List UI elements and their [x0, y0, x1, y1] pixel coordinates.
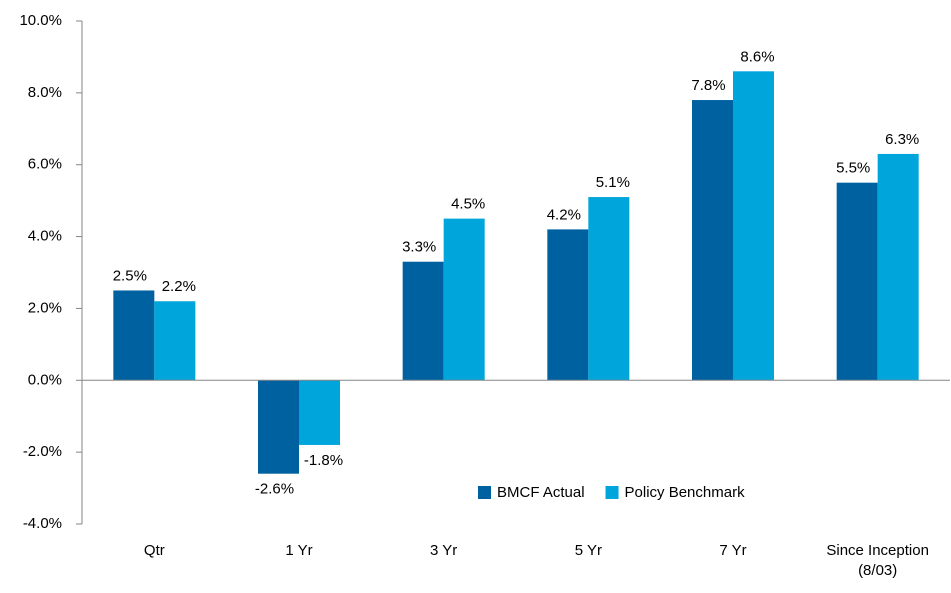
- value-label: 5.1%: [596, 174, 630, 191]
- bar: [154, 301, 196, 381]
- bar: [258, 380, 299, 474]
- bar: [299, 380, 340, 445]
- value-label: -2.6%: [255, 481, 294, 498]
- bar: [588, 197, 630, 381]
- bar: [443, 218, 485, 381]
- bar: [547, 229, 589, 381]
- legend-swatch: [605, 486, 619, 499]
- y-tick-label: 6.0%: [28, 156, 62, 173]
- x-tick-label: 3 Yr: [430, 542, 458, 559]
- y-tick-label: 10.0%: [19, 12, 62, 29]
- x-tick-label: Since Inception (8/03): [826, 542, 929, 579]
- y-tick-label: 4.0%: [28, 228, 62, 245]
- x-tick-label: 7 Yr: [719, 542, 747, 559]
- value-label: 4.5%: [451, 196, 485, 213]
- legend-label: BMCF Actual: [497, 484, 585, 501]
- legend-label: Policy Benchmark: [625, 484, 746, 501]
- value-label: 2.5%: [113, 267, 147, 284]
- value-label: 2.2%: [162, 278, 196, 295]
- y-tick-label: 2.0%: [28, 299, 62, 316]
- bar: [733, 71, 774, 381]
- legend-swatch: [478, 486, 491, 499]
- y-tick-label: 8.0%: [28, 84, 62, 101]
- y-tick-label: -2.0%: [23, 443, 62, 460]
- y-tick-label: 0.0%: [28, 371, 62, 388]
- x-tick-label: 1 Yr: [285, 542, 313, 559]
- value-label: 6.3%: [885, 131, 919, 148]
- bar: [402, 261, 444, 381]
- bar: [877, 153, 919, 381]
- x-tick-label: Qtr: [143, 542, 165, 559]
- value-label: 3.3%: [402, 239, 436, 256]
- value-label: 5.5%: [836, 160, 870, 177]
- value-label: 7.8%: [691, 77, 725, 94]
- value-label: -1.8%: [304, 452, 343, 469]
- bar: [836, 182, 878, 381]
- bar: [113, 290, 155, 381]
- x-tick-label: 5 Yr: [574, 542, 602, 559]
- y-tick-label: -4.0%: [23, 515, 62, 532]
- bar: [692, 100, 733, 381]
- value-label: 8.6%: [740, 48, 774, 65]
- value-label: 4.2%: [547, 206, 581, 223]
